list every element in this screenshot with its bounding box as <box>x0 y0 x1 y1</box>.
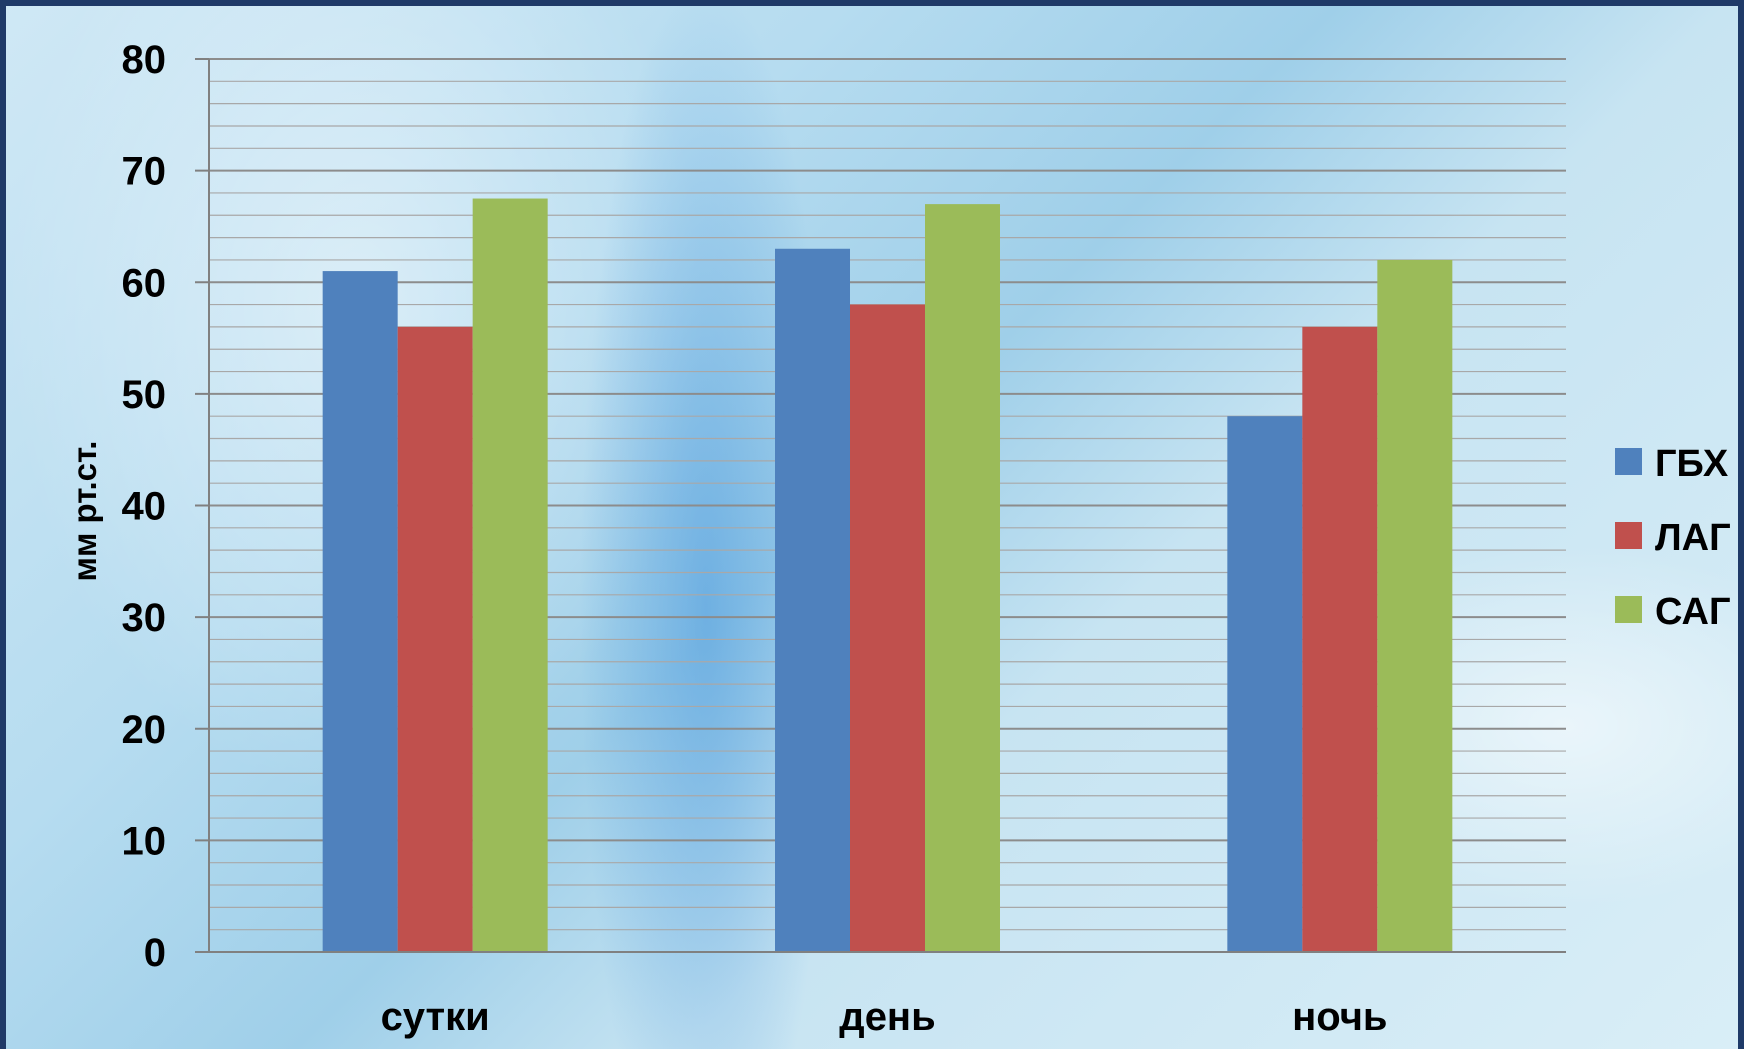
x-tick-label: сутки <box>381 995 490 1039</box>
legend: ГБХ ЛАГ САГ <box>1615 443 1731 633</box>
axes <box>195 58 1566 953</box>
y-tick-label: 60 <box>122 261 167 305</box>
legend-label-1: ГБХ <box>1655 443 1729 485</box>
legend-label-2: ЛАГ <box>1655 517 1731 559</box>
y-tick-label: 50 <box>122 373 167 417</box>
bar-2-3 <box>1302 326 1378 952</box>
bar-2-1 <box>397 326 473 952</box>
bar-chart: сутки день ночь 0 10 20 30 40 50 60 70 80 мм рт.ст.… <box>66 38 1731 1039</box>
bar-2-2 <box>850 304 925 952</box>
bar-3-1 <box>472 198 548 952</box>
bar-3-2 <box>925 204 1000 953</box>
legend-swatch-3 <box>1615 596 1642 623</box>
bar-1-3 <box>1227 416 1303 952</box>
x-tick-label: день <box>839 995 935 1039</box>
x-tick-label: ночь <box>1292 995 1387 1039</box>
bar-1-1 <box>322 271 398 952</box>
y-tick-label: 0 <box>144 931 166 975</box>
y-tick-label: 20 <box>122 708 167 752</box>
legend-label-3: САГ <box>1655 591 1730 633</box>
tick-labels: сутки день ночь 0 10 20 30 40 50 60 70 80 <box>122 38 1388 1039</box>
legend-swatch-1 <box>1615 448 1642 475</box>
legend-swatch-2 <box>1615 522 1642 549</box>
y-tick-label: 40 <box>122 485 167 529</box>
bar-1-2 <box>775 248 850 952</box>
y-tick-label: 70 <box>122 150 167 194</box>
y-axis-title: мм рт.ст. <box>66 441 103 582</box>
bar-3-3 <box>1377 259 1453 952</box>
bars <box>322 198 1453 953</box>
y-tick-label: 30 <box>122 596 167 640</box>
y-tick-label: 80 <box>122 38 167 82</box>
y-tick-label: 10 <box>122 819 167 863</box>
